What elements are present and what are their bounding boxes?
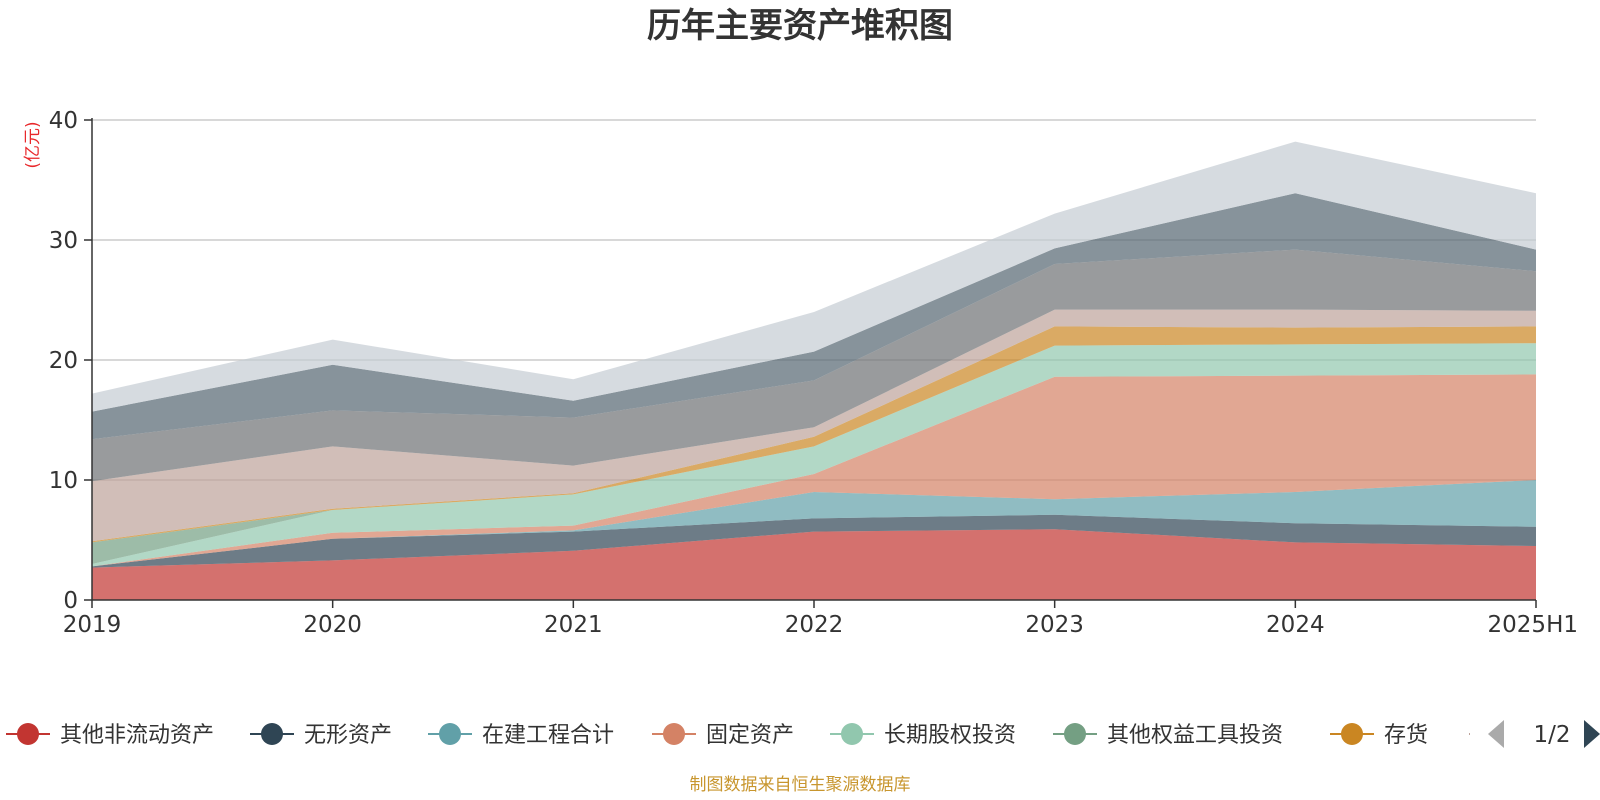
x-tick-label: 2019 [63,612,122,638]
x-tick-label: 2020 [303,612,362,638]
y-tick-label: 20 [49,348,78,374]
legend-item[interactable]: 存货 [1330,723,1428,748]
legend-label: 存货 [1384,723,1428,748]
legend-items[interactable]: 其他非流动资产 无形资产 在建工程合计 固定资产 长期股权投资 其他权益工具投资 存货 商誉 [6,723,1567,748]
area-series-4 [92,374,1536,567]
legend-item[interactable]: 固定资产 [652,723,794,748]
source-note: 制图数据来自恒生聚源数据库 [690,775,911,795]
x-tick-label: 2022 [785,612,844,638]
area-series-1 [92,529,1536,600]
legend-dot-icon [1064,723,1086,745]
area-series-3 [92,480,1536,567]
axes: 0 10 20 30 40 2019 2020 2021 2022 2023 2024 2025H1 [49,108,1578,638]
area-series-11 [92,141,1536,412]
legend-dot-icon [17,723,39,745]
legend-label: 在建工程合计 [482,723,614,748]
y-tick-label: 40 [49,108,78,134]
chart-title: 历年主要资产堆积图 [647,6,953,46]
y-tick-label: 0 [63,588,78,614]
x-tick-label: 2023 [1025,612,1084,638]
legend-dot-icon [663,723,685,745]
area-series-2 [92,514,1536,568]
legend-item[interactable]: 其他权益工具投资 [1053,723,1283,748]
prev-page-icon[interactable] [1488,720,1504,748]
legend-item[interactable]: 长期股权投资 [830,723,1016,748]
y-tick-label: 30 [49,228,78,254]
area-series-8 [92,309,1536,542]
area-series [92,141,1536,600]
legend-label: 无形资产 [304,723,392,748]
x-tick-label: 2025H1 [1488,612,1578,638]
legend-dot-icon [261,723,283,745]
y-axis-unit: (亿元) [23,121,43,168]
legend-label: 固定资产 [706,723,794,748]
legend-item[interactable]: 无形资产 [250,723,392,748]
legend-label: 其他非流动资产 [60,723,214,748]
legend-label: 其他权益工具投资 [1107,723,1283,748]
next-page-icon[interactable] [1584,720,1600,748]
legend-dot-icon [1341,723,1363,745]
legend-dot-icon [841,723,863,745]
legend-item[interactable]: 其他非流动资产 [6,723,214,748]
legend-label: 长期股权投资 [884,723,1016,748]
area-series-5 [92,343,1536,567]
y-tick-label: 10 [49,468,78,494]
x-tick-label: 2021 [544,612,603,638]
area-series-9 [92,249,1536,482]
x-tick-label: 2024 [1266,612,1325,638]
legend[interactable]: 其他非流动资产 无形资产 在建工程合计 固定资产 长期股权投资 其他权益工具投资 存货 商誉1… [6,720,1600,748]
legend-pager: 1/2 [1488,720,1600,748]
area-series-10 [92,193,1536,440]
legend-item[interactable]: 在建工程合计 [428,723,614,748]
legend-page-indicator: 1/2 [1533,722,1570,748]
legend-dot-icon [439,723,461,745]
